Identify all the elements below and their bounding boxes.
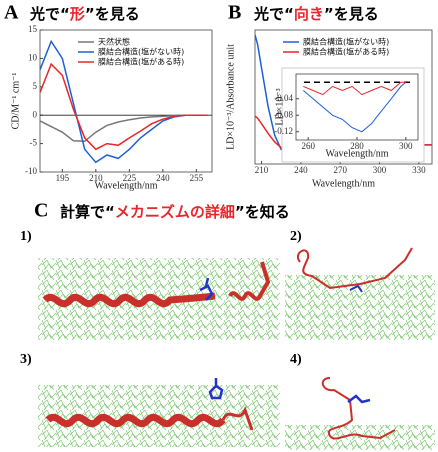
legend-label: 膜結合構造(塩がある時) (98, 57, 184, 67)
heading-highlight: 向き (294, 5, 324, 23)
series-line (302, 81, 407, 133)
plot-frame (254, 29, 433, 165)
y-tick-label: -5 (30, 138, 38, 148)
panel-letter: C (34, 200, 48, 222)
heading-text: ”を知る (235, 203, 290, 221)
heading-text: 光で“ (29, 5, 70, 23)
heading-text: ”を見る (85, 5, 140, 23)
x-axis-label: Wavelength/nm (325, 148, 388, 159)
legend-label: 膜結合構造(塩がある時) (303, 47, 389, 57)
inset-background (281, 67, 425, 163)
x-axis-label: Wavelength/nm (94, 180, 157, 191)
md-snapshot (285, 247, 435, 340)
legend-label: 膜結合構造(塩がない時) (303, 37, 389, 47)
y-tick-label: 0 (33, 109, 38, 119)
y-tick-label: 10 (28, 52, 38, 62)
heading-text: 計算で“ (60, 203, 115, 221)
y-tick-label: -0.08 (274, 109, 293, 119)
y-axis-label: LD×10⁻³ (274, 88, 285, 125)
x-tick-label: 240 (156, 173, 170, 183)
image-label: 4) (290, 352, 302, 367)
image-label: 1) (20, 229, 32, 244)
x-tick-label: 280 (350, 141, 364, 151)
x-tick-label: 255 (190, 173, 204, 183)
series-line (40, 62, 208, 151)
legend-label: 天然状態 (98, 37, 130, 47)
panel-heading: 光で“向き”を見る (253, 5, 379, 23)
heading-highlight: 形 (70, 5, 85, 23)
plot-frame (39, 29, 213, 173)
series-line (303, 81, 406, 96)
x-tick-label: 260 (301, 141, 315, 151)
y-tick-label: 15 (28, 24, 38, 34)
panel-heading: 光で“形”を見る (29, 5, 140, 23)
heading-text: ”を見る (324, 5, 379, 23)
x-tick-label: 330 (412, 165, 426, 175)
x-tick-label: 195 (56, 173, 70, 183)
panel-heading: 計算で“メカニズムの詳細”を知る (60, 203, 290, 221)
heading-text: 光で“ (253, 5, 294, 23)
image-label: 2) (290, 229, 302, 244)
md-snapshot (38, 378, 280, 447)
y-tick-label: 5 (33, 81, 38, 91)
x-axis-label: Wavelength/nm (312, 178, 375, 189)
y-tick-label: -0.12 (274, 126, 293, 136)
x-tick-label: 240 (294, 165, 308, 175)
md-snapshot (285, 377, 435, 450)
x-tick-label: 270 (333, 165, 347, 175)
x-tick-label: 225 (123, 173, 137, 183)
y-axis-label: LD×10⁻³/Absorbance unit (225, 44, 236, 150)
x-tick-label: 210 (255, 165, 269, 175)
y-tick-label: -10 (25, 166, 37, 176)
panel-letter: A (4, 2, 19, 24)
md-snapshot (38, 258, 280, 340)
image-label: 3) (20, 352, 32, 367)
series-line (40, 114, 208, 143)
y-axis-label: CD/M⁻¹ cm⁻¹ (10, 73, 21, 130)
heading-highlight: メカニズムの詳細 (115, 203, 235, 221)
legend-label: 膜結合構造(塩がない時) (98, 47, 184, 57)
x-tick-label: 210 (89, 173, 103, 183)
x-tick-label: 300 (373, 165, 387, 175)
panel-letter: B (228, 2, 241, 24)
x-tick-label: 300 (399, 141, 413, 151)
y-tick-label: -0.04 (274, 93, 293, 103)
